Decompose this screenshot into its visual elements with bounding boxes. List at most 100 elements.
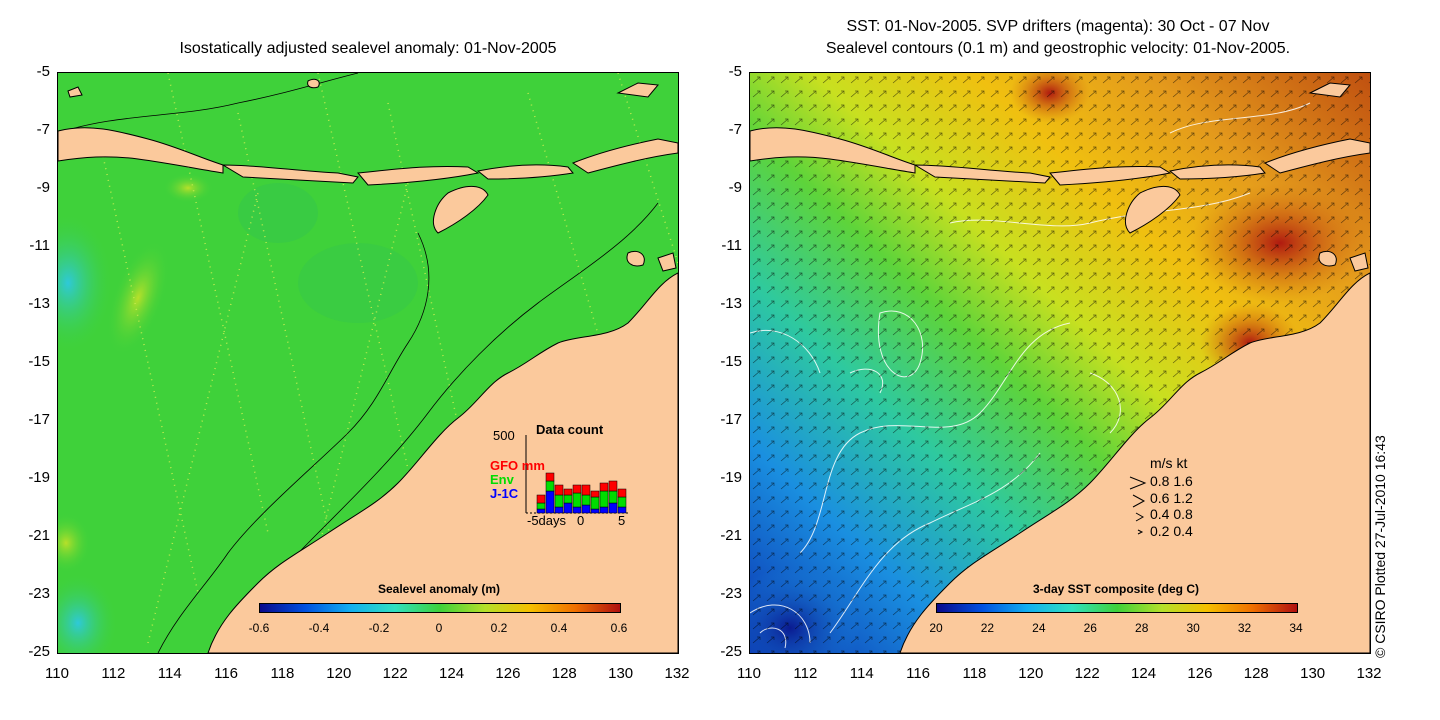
left-yticks-tick: -15 — [28, 353, 50, 370]
right-yticks-tick: -9 — [728, 179, 742, 196]
right-yticks-tick: -21 — [720, 527, 742, 544]
left-yticks-tick: -5 — [36, 63, 50, 80]
right-yticks-tick: -7 — [728, 121, 742, 138]
data-count-bar — [545, 480, 555, 492]
right-cbar-ticks-label: 30 — [1186, 621, 1200, 635]
right-cbar-ticks-label: 34 — [1289, 621, 1303, 635]
right-xticks-tick: 116 — [906, 665, 931, 682]
left-yticks-tick: -11 — [29, 237, 50, 254]
data-count-bar — [563, 502, 573, 514]
sealevel-anomaly-map — [57, 72, 679, 654]
right-xticks-tick: 130 — [1300, 665, 1326, 682]
data-count-bar — [599, 482, 609, 492]
data-count-bar — [617, 496, 627, 508]
data-count-bar — [572, 484, 582, 494]
left-colorbar-title: Sealevel anomaly (m) — [377, 582, 501, 596]
right-xticks-tick: 122 — [1074, 665, 1100, 682]
data-count-bar — [590, 496, 600, 510]
right-cbar-ticks-label: 20 — [929, 621, 943, 635]
left-cbar-ticks-label: 0.2 — [490, 621, 508, 635]
left-cbar-ticks-label: 0.6 — [610, 621, 628, 635]
left-xticks-tick: 124 — [439, 665, 465, 682]
data-count-xlabel-start: -5days — [527, 513, 567, 528]
data-count-bar — [563, 494, 573, 504]
right-yticks-tick: -17 — [720, 411, 742, 428]
left-yticks-tick: -19 — [28, 469, 50, 486]
data-count-bar — [545, 472, 555, 482]
right-yticks-tick: -15 — [720, 353, 742, 370]
left-yticks-tick: -25 — [28, 643, 50, 660]
left-cbar-ticks-label: 0.4 — [550, 621, 568, 635]
right-xticks-tick: 126 — [1187, 665, 1213, 682]
right-colorbar — [936, 603, 1298, 613]
data-count-ymax: 500 — [493, 428, 515, 443]
left-cbar-ticks-label: -0.2 — [368, 621, 390, 635]
data-count-bar — [563, 488, 573, 496]
left-yticks-tick: -17 — [28, 411, 50, 428]
right-xticks-tick: 112 — [793, 665, 818, 682]
data-count-bar — [536, 494, 546, 504]
velocity-legend-row-4: 0.2 0.4 — [1150, 523, 1193, 539]
left-xticks-tick: 114 — [157, 665, 182, 682]
left-yticks-tick: -13 — [28, 295, 50, 312]
right-colorbar-title: 3-day SST composite (deg C) — [1032, 582, 1200, 596]
left-xticks-tick: 118 — [270, 665, 295, 682]
data-count-bar — [545, 490, 555, 514]
right-xticks-tick: 124 — [1131, 665, 1157, 682]
left-xticks-tick: 122 — [382, 665, 408, 682]
right-yticks-tick: -19 — [720, 469, 742, 486]
data-count-bar — [599, 490, 609, 508]
left-xticks-tick: 132 — [664, 665, 690, 682]
credit-text: © CSIRO Plotted 27-Jul-2010 16:43 — [1372, 435, 1388, 658]
data-count-xlabel-mid: 0 — [577, 513, 585, 528]
left-yticks-tick: -21 — [28, 527, 50, 544]
right-cbar-ticks-label: 32 — [1237, 621, 1252, 635]
right-yticks-tick: -11 — [721, 237, 742, 254]
velocity-legend-row-1: 0.8 1.6 — [1150, 473, 1193, 489]
left-xticks-tick: 130 — [608, 665, 634, 682]
right-xticks-tick: 120 — [1018, 665, 1044, 682]
right-panel-title-line2: Sealevel contours (0.1 m) and geostrophi… — [825, 40, 1291, 57]
data-count-title: Data count — [536, 422, 604, 437]
sst-map — [749, 72, 1371, 654]
left-xticks-tick: 128 — [551, 665, 577, 682]
data-count-bar — [608, 480, 618, 492]
left-panel-title: Isostatically adjusted sealevel anomaly:… — [179, 40, 557, 57]
right-yticks-tick: -25 — [720, 643, 742, 660]
data-count-bar — [599, 506, 609, 514]
right-xticks-tick: 132 — [1356, 665, 1382, 682]
left-yticks-tick: -7 — [36, 121, 50, 138]
right-panel-title-line1: SST: 01-Nov-2005. SVP drifters (magenta)… — [846, 18, 1270, 35]
right-cbar-ticks-label: 26 — [1083, 621, 1097, 635]
right-cbar-ticks-label: 28 — [1135, 621, 1149, 635]
data-count-series-env: Env — [490, 472, 514, 487]
data-count-bar — [581, 494, 591, 506]
data-count-bar — [554, 494, 564, 508]
data-count-series-gfo: GFO mm — [490, 458, 545, 473]
right-yticks-tick: -23 — [720, 585, 742, 602]
data-count-bar — [581, 504, 591, 514]
velocity-legend-row-3: 0.4 0.8 — [1150, 506, 1193, 522]
right-xticks-tick: 118 — [962, 665, 987, 682]
data-count-series-j1c: J-1C — [490, 486, 519, 501]
data-count-bar — [590, 490, 600, 498]
right-xticks-tick: 110 — [737, 665, 761, 682]
data-count-bar — [554, 484, 564, 496]
data-count-bar — [608, 502, 618, 514]
left-yticks-tick: -9 — [36, 179, 50, 196]
right-yticks-tick: -5 — [728, 63, 742, 80]
left-cbar-ticks-label: 0 — [435, 621, 443, 635]
left-xticks-tick: 110 — [45, 665, 69, 682]
right-xticks-tick: 128 — [1243, 665, 1269, 682]
data-count-inset — [525, 435, 628, 514]
data-count-bar — [581, 484, 591, 496]
data-count-bar — [572, 492, 582, 508]
data-count-bar — [617, 488, 627, 498]
velocity-legend-row-2: 0.6 1.2 — [1150, 490, 1193, 506]
right-cbar-ticks-label: 24 — [1032, 621, 1046, 635]
data-count-bar — [608, 490, 618, 504]
left-xticks-tick: 116 — [214, 665, 239, 682]
left-yticks-tick: -23 — [28, 585, 50, 602]
left-xticks-tick: 126 — [495, 665, 521, 682]
left-cbar-ticks-label: -0.6 — [248, 621, 270, 635]
